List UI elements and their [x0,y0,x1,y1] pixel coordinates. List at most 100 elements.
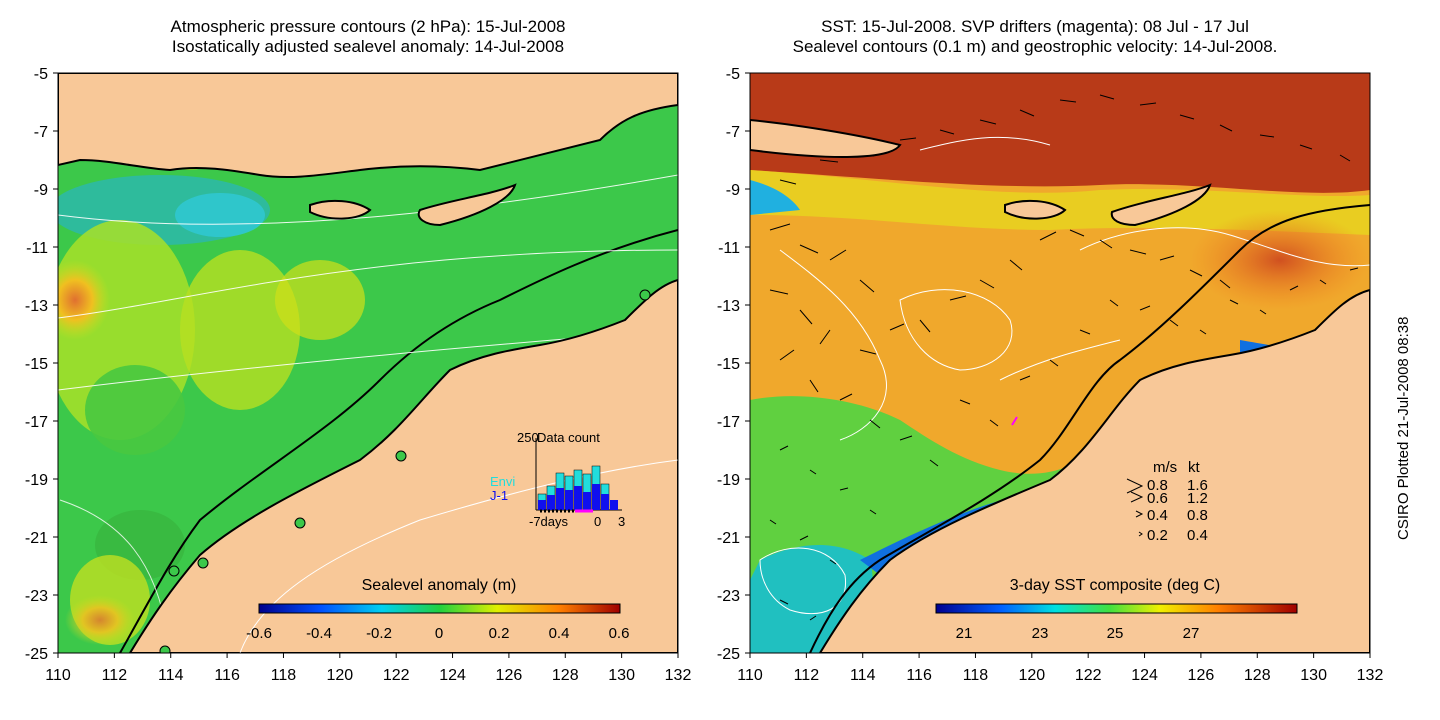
legend-header-ms: m/s [1153,459,1177,476]
lat-tick-label: -25 [717,646,740,663]
sla-blob [180,250,300,410]
lon-tick-label: 110 [45,667,71,684]
sealevel-contour [1079,227,1370,267]
sla-colorbar-tick: 0.2 [489,625,510,642]
sst-colorbar-tick: 21 [956,625,973,642]
right-map-title: SST: 15-Jul-2008. SVP drifters (magenta)… [690,17,1380,57]
lon-tick-label: 128 [552,667,579,684]
sst-yellow-band [750,170,1370,235]
lat-tick-label: -19 [717,472,740,489]
legend-header-kt: kt [1188,459,1201,476]
lon-tick-label: 122 [1075,667,1102,684]
velocity-legend: m/s kt 0.8 1.6 0.6 1.2 0.4 0.8 0.2 0.4 [1126,459,1208,544]
legend-ms-value: 0.4 [1147,507,1168,524]
sealevel-anomaly-map [58,73,678,653]
inset-bar-j1 [556,488,564,510]
sla-colorbar-tick: 0.6 [609,625,630,642]
sla-blob [85,365,185,455]
inset-x-label-start: -7days [529,514,569,529]
sla-blob [275,260,365,340]
lon-tick-label: 130 [608,667,635,684]
legend-kt-value: 1.2 [1187,490,1208,507]
right-title-line-1: SST: 15-Jul-2008. SVP drifters (magenta)… [821,17,1249,36]
inset-bar-j1 [538,500,546,510]
sla-colorbar-tick: 0.4 [549,625,570,642]
lat-tick-label: -13 [717,298,740,315]
shelf-break [119,229,678,653]
lon-tick-label: 130 [1300,667,1327,684]
legend-arrow-0-2 [1138,531,1143,537]
lat-tick-label: -11 [718,240,740,257]
lon-tick-label: 120 [1018,667,1045,684]
sealevel-contour [779,249,887,441]
land-timor [417,183,517,227]
lon-tick-label: 110 [737,667,763,684]
sla-colorbar-tick: -0.6 [246,625,272,642]
legend-kt-value: 0.4 [1187,527,1208,544]
lon-tick-label: 112 [794,667,820,684]
sst-colorbar-tick: 27 [1183,625,1200,642]
sst-colorbar-tick: 25 [1107,625,1124,642]
velocity-vectors [769,94,1359,621]
lat-tick-label: -21 [717,530,740,547]
sst-warm-patch [1190,210,1370,310]
legend-ms-value: 0.8 [1147,477,1168,494]
right-map-axes: 110 112 114 116 118 120 122 124 126 128 130 132 -5 -7… [717,66,1384,684]
plot-credit: CSIRO Plotted 21-Jul-2008 08:38 [1395,316,1412,540]
sla-colorbar-tick: -0.4 [306,625,332,642]
lon-tick-label: 112 [102,667,128,684]
lat-tick-label: -5 [726,66,740,83]
inset-bar-j1 [565,490,573,510]
lat-tick-label: -7 [34,124,48,141]
inset-bar-j1 [547,495,555,510]
left-title-line-2: Isostatically adjusted sealevel anomaly:… [171,37,565,56]
pressure-contour [58,249,678,319]
sla-colorbar-label: Sealevel anomaly (m) [362,577,517,594]
lat-tick-label: -5 [34,66,48,83]
tide-gauge-marker [168,565,180,577]
lat-tick-label: -13 [25,298,48,315]
data-count-inset: 250 Data count Envi J-1 -7days 0 3 [490,430,625,529]
shelf-break [809,204,1370,653]
legend-kt-value: 1.6 [1187,477,1208,494]
legend-ms-value: 0.2 [1147,527,1168,544]
lon-tick-label: 128 [1244,667,1271,684]
lon-tick-label: 116 [906,667,932,684]
inset-bar-j1 [592,484,600,510]
legend-ms-value: 0.6 [1147,490,1168,507]
left-title-line-1: Atmospheric pressure contours (2 hPa): 1… [170,17,566,36]
sla-hotspot [65,595,135,645]
tide-gauge-marker [395,450,407,462]
lon-tick-label: 120 [326,667,353,684]
sst-warm-band [750,73,1370,193]
lon-tick-label: 114 [850,667,876,684]
sla-colorbar-gradient [258,603,621,614]
inset-legend-j1: J-1 [490,488,508,503]
lat-tick-label: -17 [717,414,740,431]
lat-tick-label: -23 [25,588,48,605]
inset-bar-j1 [601,494,609,510]
land-java [750,118,902,158]
lat-tick-label: -19 [25,472,48,489]
sla-hotspot [58,260,110,340]
sealevel-contour [919,136,1051,151]
sla-colorbar: Sealevel anomaly (m) -0.6 -0.4 -0.2 0 0.… [246,577,629,642]
sealevel-contour [999,339,1121,381]
lon-tick-label: 118 [963,667,989,684]
land-sumba [309,199,372,220]
sst-colorbar-gradient [935,603,1298,614]
lat-tick-label: -23 [717,588,740,605]
lon-tick-label: 124 [1131,667,1158,684]
lat-tick-label: -7 [726,124,740,141]
lat-tick-label: -15 [25,356,48,373]
legend-arrow-0-6 [1130,491,1144,503]
inset-title: Data count [537,430,600,445]
inset-bar-j1 [583,492,591,510]
lon-tick-label: 126 [496,667,523,684]
sealevel-contour [899,289,1013,371]
land-indonesia [58,73,678,179]
sla-colorbar-tick: 0 [435,625,443,642]
lat-tick-label: -21 [25,530,48,547]
sst-colorbar: 3-day SST composite (deg C) 21 23 25 27 [935,577,1298,642]
lat-tick-label: -17 [25,414,48,431]
